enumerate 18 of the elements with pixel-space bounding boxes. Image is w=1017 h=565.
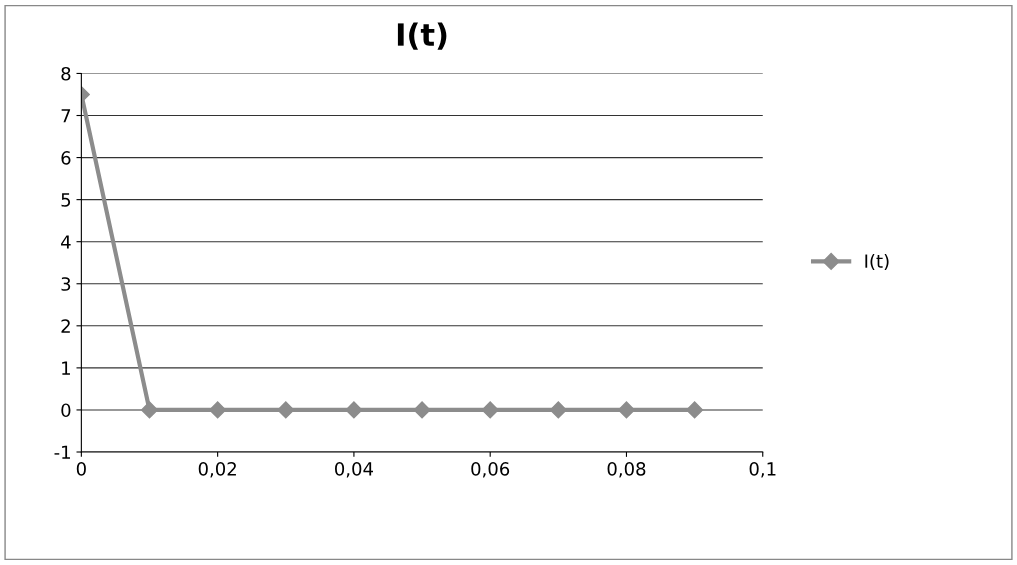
x-tick-label: 0: [76, 462, 86, 476]
x-tick-label: 0,04: [335, 462, 373, 478]
y-tick-label: 5: [61, 193, 71, 207]
x-tick-label: 0,08: [607, 462, 646, 478]
y-tick-label: 6: [61, 151, 71, 165]
y-tick-label: 1: [62, 361, 70, 375]
x-tick-label: 0,1: [749, 462, 776, 478]
chart-title: I(t): [397, 22, 447, 50]
y-tick-label: 2: [61, 319, 70, 333]
y-tick-label: -1: [54, 445, 70, 459]
y-tick-label: 4: [61, 235, 71, 249]
y-tick-label: 8: [61, 66, 71, 81]
y-tick-label: 3: [61, 277, 71, 291]
y-tick-label: 7: [61, 109, 71, 123]
y-tick-label: 0: [61, 403, 71, 418]
x-tick-label: 0,02: [198, 462, 236, 478]
x-tick-label: 0,06: [471, 462, 510, 478]
legend-label: I(t): [865, 254, 889, 271]
